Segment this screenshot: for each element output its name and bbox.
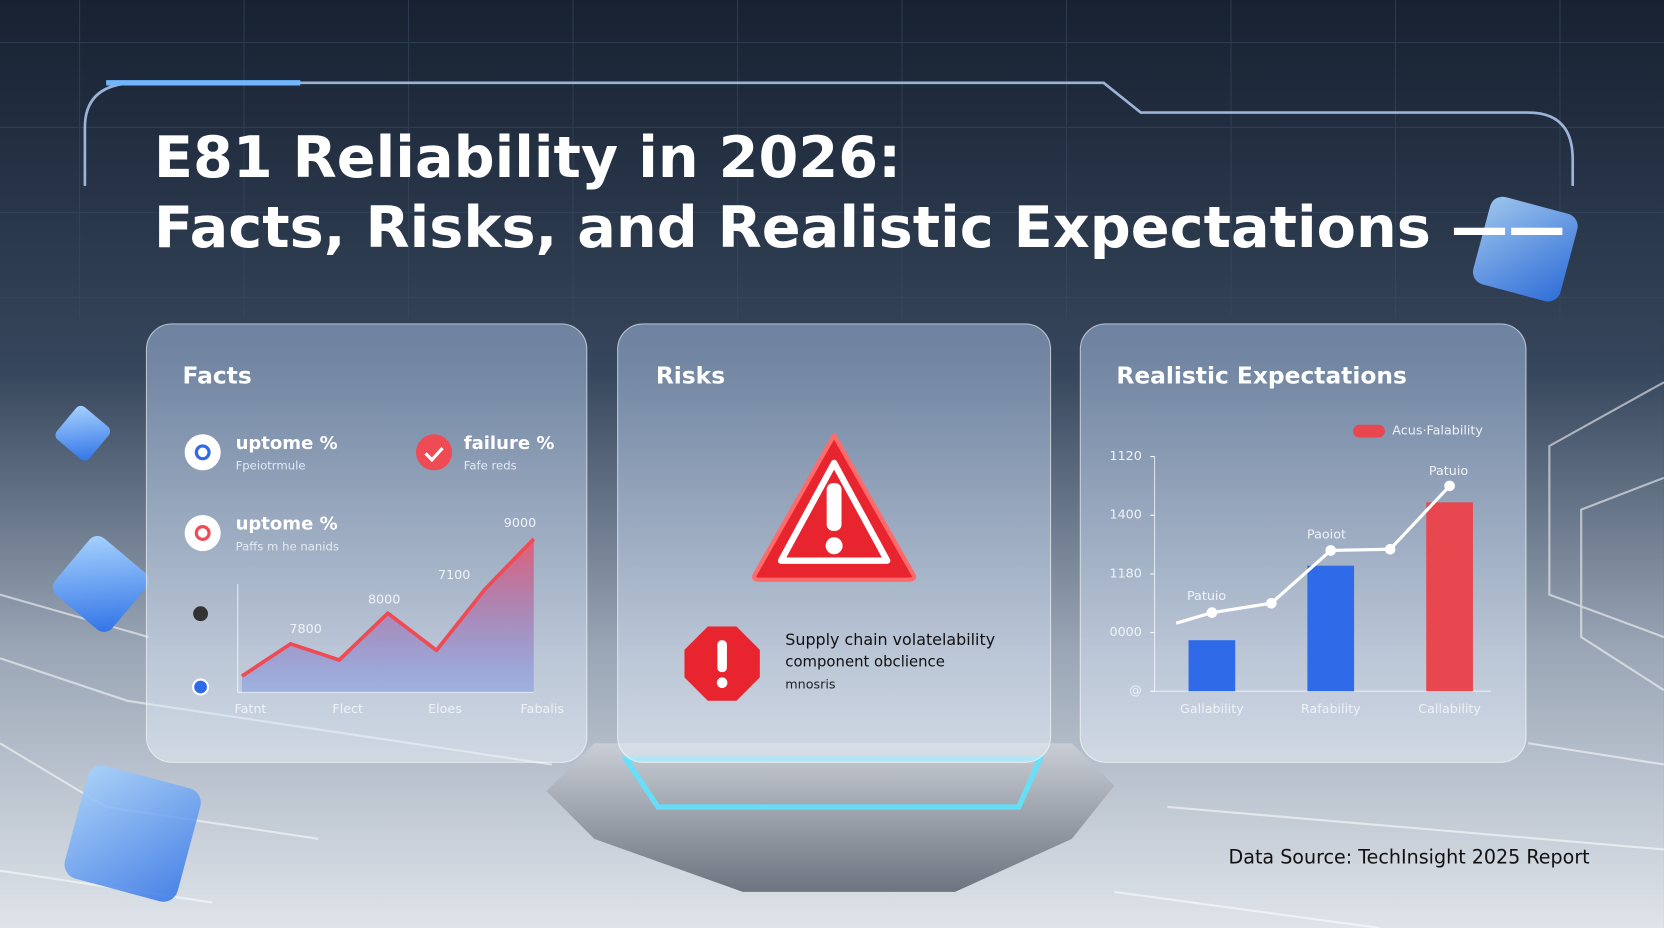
cube <box>55 405 111 461</box>
icon <box>424 447 444 463</box>
x-tick-label: Fatnt <box>234 702 266 717</box>
fact-label: uptome % <box>236 433 338 454</box>
annotation: Patuio <box>1187 589 1226 604</box>
legend-label: Acus·Falability <box>1392 424 1483 439</box>
title-line: E81 Reliability in 2026: <box>154 124 901 191</box>
trend-point <box>1206 607 1218 618</box>
warning-icon <box>684 433 917 701</box>
y-tick-label: 1180 <box>1109 566 1141 581</box>
annotation: 7100 <box>438 568 470 583</box>
x-tick-label: Rafability <box>1301 702 1361 717</box>
trend-point <box>1444 480 1455 492</box>
risk-line: component obclience <box>785 653 945 671</box>
data-source: Data Source: TechInsight 2025 Report <box>1229 845 1591 868</box>
legend-swatch <box>1353 424 1385 438</box>
x-tick-label: Fabalis <box>521 702 565 717</box>
trend-point <box>1384 543 1396 555</box>
risk-line: mnosris <box>785 677 835 692</box>
y-tick-label: 1120 <box>1109 449 1141 464</box>
fact-label: failure % <box>464 433 555 454</box>
panel-title: Realistic Expectations <box>1116 361 1407 389</box>
alert-bang <box>717 640 727 673</box>
trend-point <box>1266 597 1277 609</box>
icon <box>192 678 210 696</box>
panel-title: Facts <box>183 361 252 389</box>
y-tick-label: 0000 <box>1109 625 1141 640</box>
title-line: Facts, Risks, and Realistic Expectations… <box>154 194 1566 261</box>
icon <box>194 525 211 541</box>
icon <box>184 514 221 552</box>
x-tick-label: Callability <box>1418 702 1481 717</box>
bar <box>1426 502 1473 692</box>
annotation: Patuio <box>1429 464 1468 479</box>
line <box>240 537 536 678</box>
icon <box>193 606 208 622</box>
bar <box>1188 640 1236 692</box>
panel-title: Risks <box>656 361 725 389</box>
x-tick-label: Eloes <box>428 702 462 717</box>
fact-icons <box>184 434 453 696</box>
warning-dot <box>825 537 843 555</box>
title-frame <box>83 81 1575 186</box>
cube <box>64 765 201 902</box>
fact-sub: Fafe reds <box>464 459 517 473</box>
annotation: 7800 <box>289 622 321 637</box>
platform <box>546 743 1115 892</box>
icon <box>184 434 221 471</box>
alert-dot <box>716 677 728 689</box>
icon <box>194 444 211 461</box>
risk-line: Supply chain volatelability <box>785 630 995 649</box>
annotation: 8000 <box>368 592 400 607</box>
fact-label: uptome % <box>236 514 338 535</box>
warning-bang <box>826 483 842 531</box>
fact-sub: Fpeiotrmule <box>236 459 306 473</box>
trend-point <box>1325 545 1337 556</box>
annotation: Paoiot <box>1307 528 1346 543</box>
y-tick-label: @ <box>1129 684 1142 699</box>
icon <box>415 434 453 471</box>
fact-sub: Paffs m he nanids <box>236 539 339 553</box>
x-tick-label: Flect <box>332 702 363 717</box>
y-tick-label: 1400 <box>1109 508 1141 523</box>
bar <box>1307 565 1355 692</box>
warning-inner <box>777 459 891 564</box>
cubes <box>52 196 1578 902</box>
x-tick-label: Gallability <box>1180 702 1244 717</box>
cube <box>1472 196 1578 302</box>
cube <box>52 535 149 633</box>
trend-line <box>1175 484 1451 625</box>
annotation: 9000 <box>504 516 536 531</box>
grid-decoration <box>0 0 1664 319</box>
